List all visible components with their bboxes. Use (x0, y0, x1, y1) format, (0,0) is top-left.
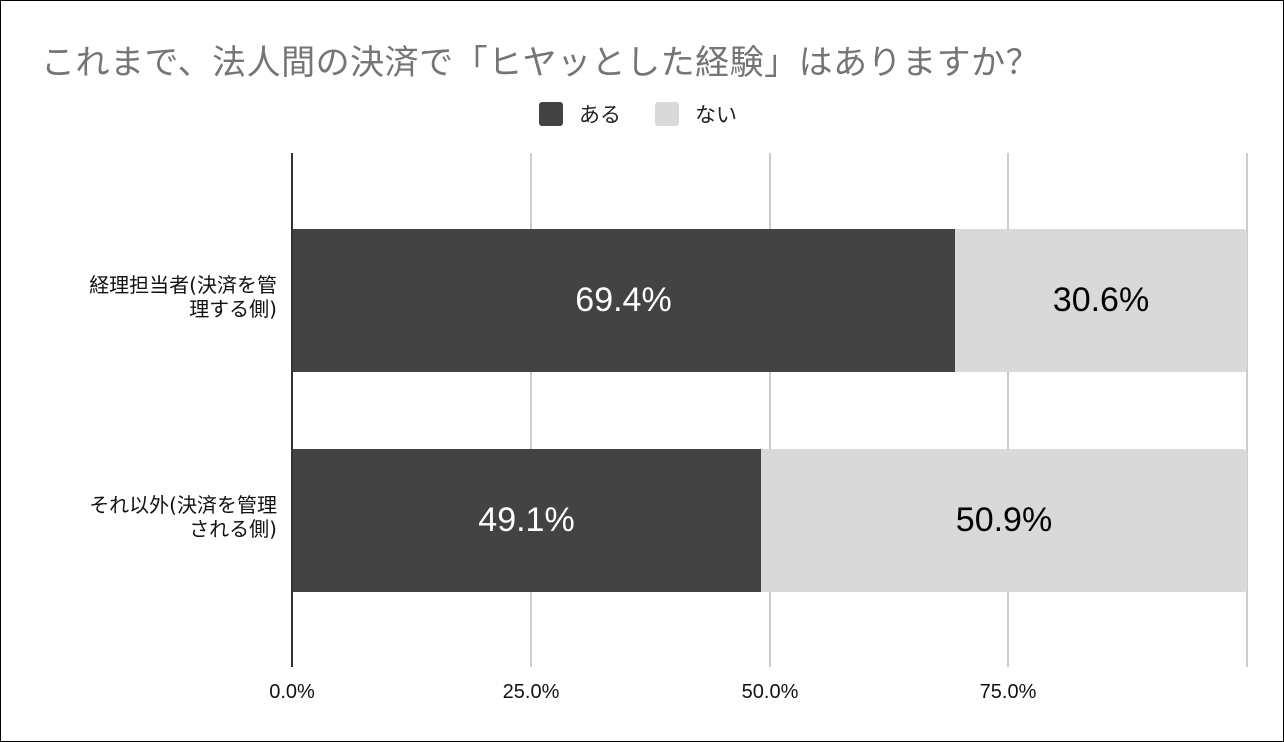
gridline-75 (1007, 153, 1009, 667)
legend-label-no: ない (695, 103, 737, 127)
data-label: 30.6% (1052, 281, 1150, 319)
legend-swatch-no (655, 102, 679, 126)
bar-segment-no[interactable]: 30.6% (955, 229, 1247, 372)
legend-item-no[interactable]: ない (655, 99, 737, 129)
x-tick-25: 25.0% (502, 681, 560, 703)
category-label-line: 経理担当者(決済を管 (89, 273, 277, 297)
x-tick-75: 75.0% (979, 681, 1037, 703)
gridline-100 (1246, 153, 1248, 667)
bar-segment-yes[interactable]: 49.1% (292, 449, 761, 592)
category-label-accounting: 経理担当者(決済を管 理する側) (89, 273, 277, 321)
x-tick-0: 0.0% (269, 681, 315, 703)
bar-segment-no[interactable]: 50.9% (761, 449, 1247, 592)
y-axis-line (291, 153, 293, 667)
x-tick-50: 50.0% (741, 681, 799, 703)
chart-title: これまで、法人間の決済で「ヒヤッとした経験」はありますか？ (41, 43, 1041, 83)
bar-segment-yes[interactable]: 69.4% (292, 229, 955, 372)
legend-swatch-yes (539, 102, 563, 126)
gridline-50 (769, 153, 771, 667)
category-label-others: それ以外(決済を管理 される側) (89, 493, 277, 541)
legend-label-yes: ある (579, 103, 621, 127)
bar-row-accounting: 69.4% 30.6% (292, 229, 1247, 372)
data-label: 49.1% (478, 501, 575, 539)
category-label-line: される側) (189, 517, 277, 541)
legend: ある ない (539, 99, 771, 129)
gridline-25 (530, 153, 532, 667)
legend-item-yes[interactable]: ある (539, 99, 621, 129)
data-label: 50.9% (955, 501, 1053, 539)
category-label-line: それ以外(決済を管理 (89, 493, 277, 517)
bar-row-others: 49.1% 50.9% (292, 449, 1247, 592)
category-label-line: 理する側) (189, 297, 277, 321)
data-label: 69.4% (575, 281, 672, 319)
